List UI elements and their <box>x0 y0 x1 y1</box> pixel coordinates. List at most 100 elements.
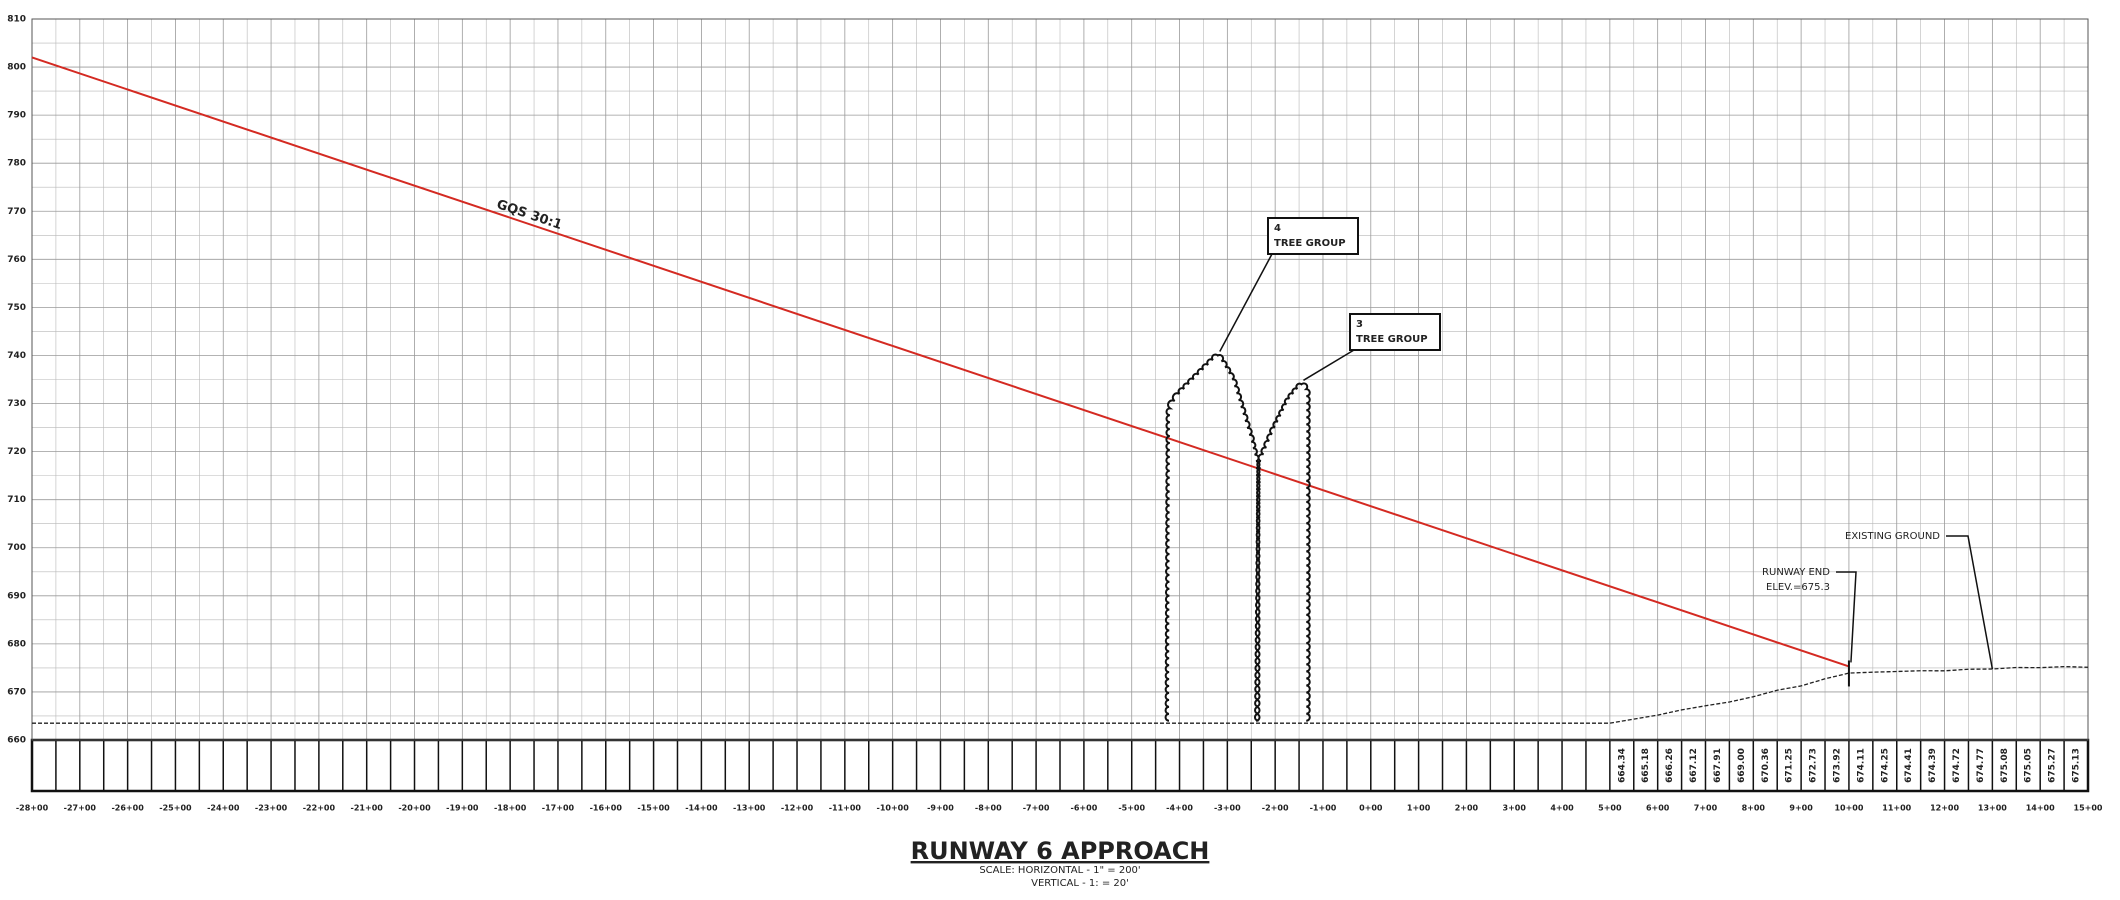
elevation-label: 674.41 <box>1904 748 1914 783</box>
x-tick-label: 6+00 <box>1646 804 1670 813</box>
x-tick-label: -7+00 <box>1023 804 1050 813</box>
x-tick-label: -21+00 <box>351 804 384 813</box>
y-tick-label: 690 <box>7 591 26 601</box>
y-tick-label: 730 <box>7 399 26 409</box>
drawing-title: RUNWAY 6 APPROACH <box>911 837 1210 865</box>
callout-label: TREE GROUP <box>1274 238 1346 249</box>
x-tick-label: 10+00 <box>1834 804 1863 813</box>
elevation-label: 664.34 <box>1617 748 1627 783</box>
y-tick-label: 700 <box>7 543 26 553</box>
annotation: ELEV.=675.3 <box>1766 582 1830 593</box>
callout-box <box>1267 217 1359 255</box>
x-tick-label: 14+00 <box>2026 804 2055 813</box>
x-tick-label: -19+00 <box>446 804 479 813</box>
x-tick-label: -25+00 <box>159 804 192 813</box>
annotation: EXISTING GROUND <box>1845 531 1940 542</box>
elevation-label: 674.39 <box>1928 748 1938 783</box>
y-tick-label: 670 <box>7 687 26 697</box>
y-tick-label: 790 <box>7 111 26 121</box>
leader-line <box>1303 349 1355 381</box>
elevation-label: 674.11 <box>1856 748 1866 783</box>
elevation-label: 675.08 <box>2000 748 2010 783</box>
elevation-label: 674.25 <box>1880 748 1890 783</box>
x-tick-label: 12+00 <box>1930 804 1959 813</box>
elevation-label: 671.25 <box>1785 748 1795 783</box>
x-tick-label: -18+00 <box>494 804 527 813</box>
x-tick-label: -15+00 <box>637 804 670 813</box>
elevation-label: 672.73 <box>1809 748 1819 783</box>
scale-note: VERTICAL - 1: = 20' <box>1031 878 1129 889</box>
x-tick-label: -28+00 <box>16 804 49 813</box>
x-tick-label: 3+00 <box>1503 804 1527 813</box>
y-tick-label: 720 <box>7 447 26 457</box>
leader-line <box>1219 253 1273 352</box>
callout-number: 4 <box>1274 223 1281 234</box>
elevation-label: 666.26 <box>1665 748 1675 783</box>
annotation: RUNWAY END <box>1762 567 1830 578</box>
elevation-label: 667.91 <box>1713 748 1723 783</box>
elevation-label: 675.27 <box>2048 748 2058 783</box>
leader-line <box>1836 571 1857 663</box>
elevation-label: 665.18 <box>1641 748 1651 783</box>
x-tick-label: -5+00 <box>1118 804 1145 813</box>
x-tick-label: -12+00 <box>781 804 814 813</box>
y-tick-label: 760 <box>7 255 26 265</box>
x-tick-label: -17+00 <box>542 804 575 813</box>
callout-label: TREE GROUP <box>1356 334 1428 345</box>
y-tick-label: 680 <box>7 639 26 649</box>
callout-number: 3 <box>1356 319 1363 330</box>
x-tick-label: 2+00 <box>1455 804 1479 813</box>
callout-box <box>1349 313 1441 351</box>
elevation-label: 675.05 <box>2024 748 2034 783</box>
elevation-label: 669.00 <box>1737 748 1747 783</box>
x-tick-label: -22+00 <box>303 804 336 813</box>
elevation-label: 674.77 <box>1976 748 1986 783</box>
x-tick-label: 4+00 <box>1550 804 1574 813</box>
x-tick-label: -11+00 <box>829 804 862 813</box>
profile-line <box>32 665 2089 724</box>
x-tick-label: -24+00 <box>207 804 240 813</box>
x-tick-label: -9+00 <box>927 804 954 813</box>
x-tick-label: -26+00 <box>111 804 144 813</box>
x-tick-label: -20+00 <box>398 804 431 813</box>
y-tick-label: 780 <box>7 159 26 169</box>
x-tick-label: -4+00 <box>1166 804 1193 813</box>
leader-line <box>1946 535 1994 670</box>
y-tick-label: 810 <box>7 15 26 25</box>
x-tick-label: -3+00 <box>1214 804 1241 813</box>
elevation-label: 670.36 <box>1761 748 1771 783</box>
x-tick-label: 7+00 <box>1694 804 1718 813</box>
y-tick-label: 800 <box>7 63 26 73</box>
x-tick-label: -6+00 <box>1071 804 1098 813</box>
y-tick-label: 710 <box>7 495 26 505</box>
y-tick-label: 750 <box>7 303 26 313</box>
elevation-label: 673.92 <box>1832 748 1842 783</box>
elevation-label: 674.72 <box>1952 748 1962 783</box>
x-tick-label: -16+00 <box>590 804 623 813</box>
x-tick-label: 0+00 <box>1359 804 1383 813</box>
x-tick-label: -2+00 <box>1262 804 1289 813</box>
y-tick-label: 770 <box>7 207 26 217</box>
x-tick-label: 15+00 <box>2074 804 2103 813</box>
elevation-label: 675.13 <box>2072 748 2082 783</box>
x-tick-label: -13+00 <box>733 804 766 813</box>
plot-frame <box>31 18 2089 741</box>
x-tick-label: 8+00 <box>1742 804 1766 813</box>
tree-group-outline <box>1253 382 1311 722</box>
x-tick-label: -10+00 <box>877 804 910 813</box>
x-tick-label: 11+00 <box>1882 804 1911 813</box>
x-tick-label: 13+00 <box>1978 804 2007 813</box>
x-tick-label: -14+00 <box>685 804 718 813</box>
y-tick-label: 740 <box>7 351 26 361</box>
elevation-label: 667.12 <box>1689 748 1699 783</box>
scale-note: SCALE: HORIZONTAL - 1" = 200' <box>979 865 1140 876</box>
x-tick-label: 1+00 <box>1407 804 1431 813</box>
x-tick-label: -27+00 <box>64 804 97 813</box>
x-tick-label: 5+00 <box>1598 804 1622 813</box>
x-tick-label: -1+00 <box>1310 804 1337 813</box>
x-tick-label: -23+00 <box>255 804 288 813</box>
profile-line <box>31 56 1850 668</box>
x-tick-label: 9+00 <box>1789 804 1813 813</box>
x-tick-label: -8+00 <box>975 804 1002 813</box>
